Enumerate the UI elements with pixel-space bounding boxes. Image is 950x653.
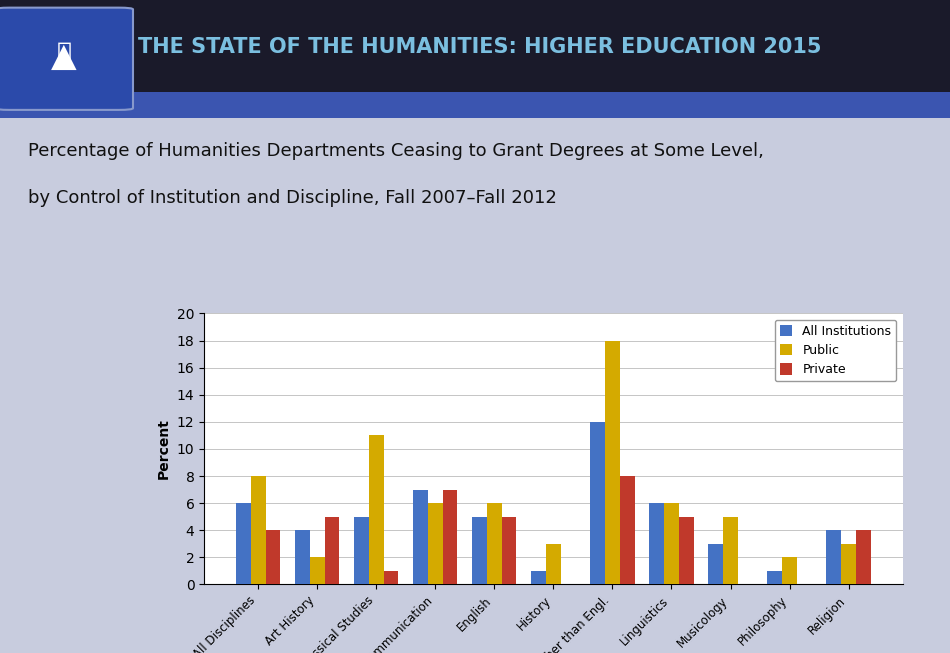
Bar [768,571,782,584]
Bar [0,0,950,91]
Bar [709,544,723,584]
Bar [295,530,310,584]
Bar [0,91,950,118]
Bar [443,490,457,584]
Bar [413,490,428,584]
Bar [546,544,560,584]
Bar [679,517,694,584]
Bar [531,571,546,584]
Bar [369,436,384,584]
Text: ▲: ▲ [51,40,77,73]
Y-axis label: Percent: Percent [157,419,171,479]
Text: THE STATE OF THE HUMANITIES: HIGHER EDUCATION 2015: THE STATE OF THE HUMANITIES: HIGHER EDUC… [138,37,821,57]
Text: by Control of Institution and Discipline, Fall 2007–Fall 2012: by Control of Institution and Discipline… [28,189,558,207]
Bar [842,544,856,584]
Bar [265,530,280,584]
Bar [487,503,502,584]
Bar [664,503,679,584]
Bar [384,571,398,584]
Text: Percentage of Humanities Departments Ceasing to Grant Degrees at Some Level,: Percentage of Humanities Departments Cea… [28,142,765,160]
Bar [502,517,517,584]
Bar [650,503,664,584]
Bar [472,517,487,584]
Bar [354,517,369,584]
Bar [782,557,797,584]
Bar [619,476,635,584]
Bar [310,557,325,584]
Bar [723,517,738,584]
Bar [605,341,619,584]
Bar [428,503,443,584]
Bar [826,530,842,584]
FancyBboxPatch shape [0,8,133,110]
Bar [325,517,339,584]
Bar [590,422,605,584]
Legend: All Institutions, Public, Private: All Institutions, Public, Private [775,320,896,381]
Bar [856,530,871,584]
Text: ⯈: ⯈ [57,41,71,65]
Bar [251,476,265,584]
Bar [236,503,251,584]
